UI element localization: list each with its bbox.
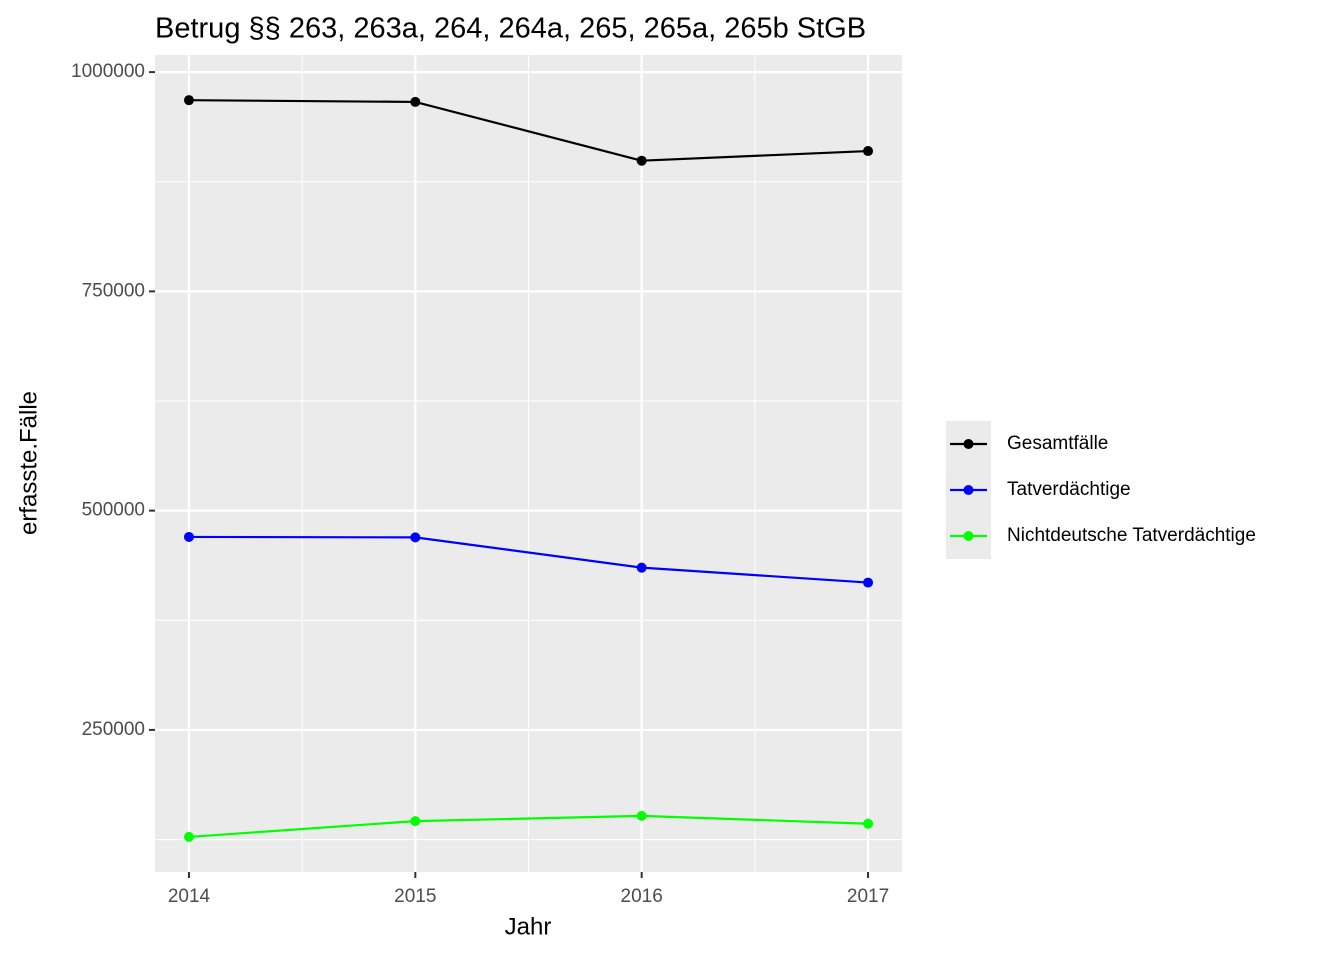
series-line <box>188 99 869 162</box>
point <box>410 816 421 827</box>
legend-label: Nichtdeutsche Tatverdächtige <box>1007 525 1256 546</box>
legend-key-point <box>963 485 974 495</box>
y-axis-title: erfasste.Fälle <box>15 391 42 535</box>
series-line <box>188 814 869 839</box>
point <box>636 155 647 166</box>
y-tick-label: 1000000 <box>71 61 145 82</box>
series-line <box>188 535 869 584</box>
x-tick-label: 2015 <box>394 886 436 907</box>
point <box>636 810 647 821</box>
x-axis-title: Jahr <box>505 913 552 940</box>
y-tick-label: 250000 <box>82 719 145 740</box>
y-tick-label: 500000 <box>82 500 145 521</box>
point <box>410 96 421 107</box>
x-tick-label: 2017 <box>847 886 889 907</box>
legend-label: Gesamtfälle <box>1007 433 1108 454</box>
x-tick-label: 2014 <box>168 886 211 907</box>
point <box>863 818 874 829</box>
y-tick-label: 750000 <box>82 280 145 301</box>
point <box>863 577 874 588</box>
point <box>183 95 194 106</box>
x-tick-label: 2016 <box>621 886 663 907</box>
chart-title: Betrug §§ 263, 263a, 264, 264a, 265, 265… <box>155 13 866 45</box>
point <box>183 531 194 542</box>
point <box>863 146 874 157</box>
legend-key-point <box>963 439 974 449</box>
legend-label: Tatverdächtige <box>1007 479 1131 500</box>
point <box>183 831 194 842</box>
point <box>410 532 421 543</box>
legend-key-point <box>963 531 974 541</box>
point <box>636 562 647 573</box>
